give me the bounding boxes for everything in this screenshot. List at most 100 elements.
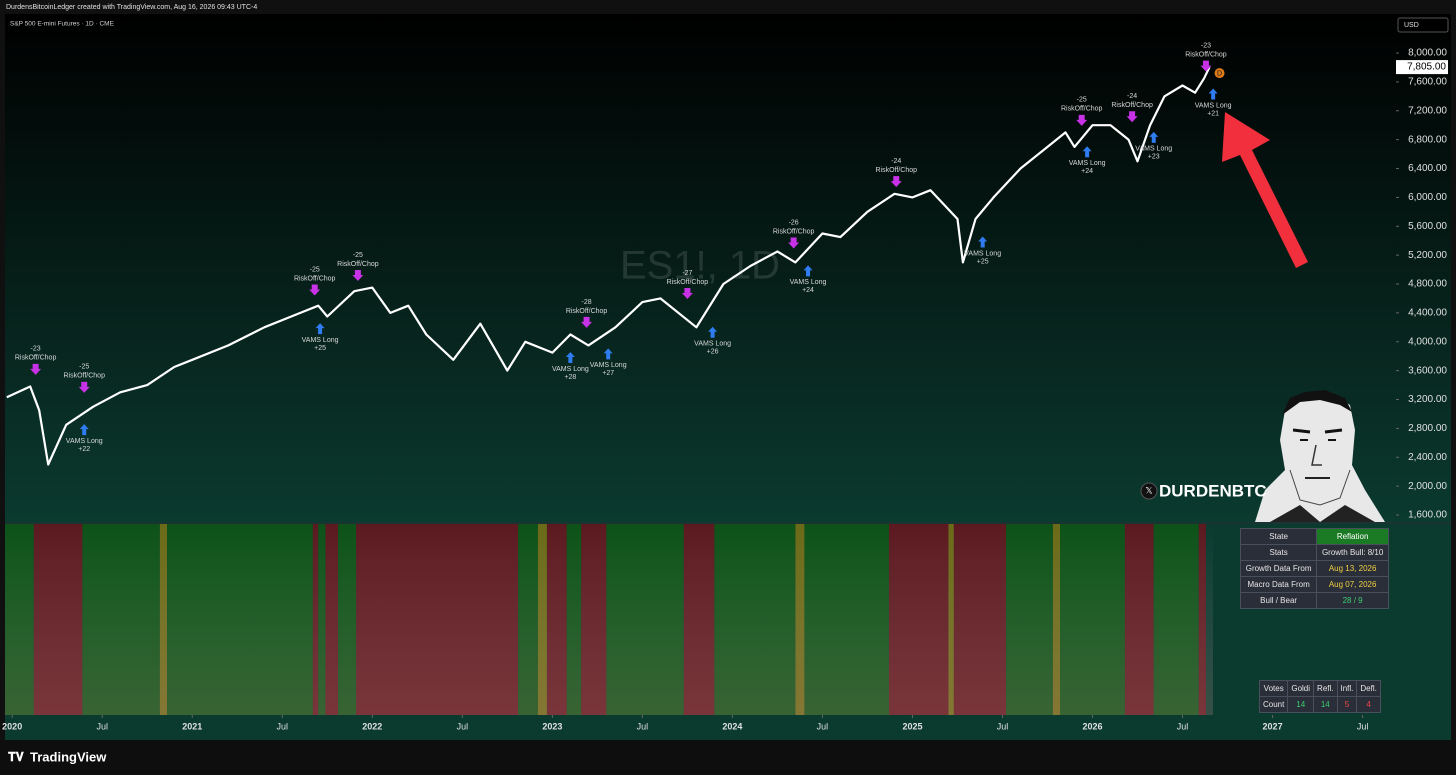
signal-label: RiskOff/Chop — [15, 355, 57, 362]
signal-score: +24 — [1081, 168, 1093, 175]
table-cell: Aug 07, 2026 — [1316, 576, 1389, 593]
signal-label: RiskOff/Chop — [1111, 102, 1153, 109]
signal-label: RiskOff/Chop — [294, 275, 336, 282]
table-cell: 4 — [1356, 696, 1381, 713]
riskoff-arrow — [78, 381, 90, 393]
y-tick-label: 6,400.00 — [1408, 163, 1447, 174]
y-tick-label: 1,600.00 — [1408, 510, 1447, 521]
signal-label: VAMS Long — [590, 362, 627, 369]
signal-score: -25 — [1077, 97, 1087, 104]
signal-label: VAMS Long — [302, 337, 339, 344]
header: DurdensBitcoinLedger created with Tradin… — [6, 4, 257, 11]
signal-score: +28 — [564, 374, 576, 381]
x-logo-glyph: 𝕏 — [1145, 485, 1152, 495]
x-tick-label: 2025 — [902, 721, 922, 731]
table-cell: Defl. — [1356, 680, 1381, 697]
table-cell: Bull / Bear — [1239, 592, 1318, 609]
x-tick-label: Jul — [96, 721, 108, 731]
table-row: Count 14 14 5 4 — [1258, 696, 1381, 713]
signal-score: +21 — [1207, 110, 1219, 117]
signal-score: -24 — [891, 158, 901, 165]
table-cell: Reflation — [1316, 528, 1389, 545]
y-tick-label: 4,400.00 — [1408, 308, 1447, 319]
table-row: Votes Goldi Refl. Infl. Defl. — [1258, 680, 1381, 697]
long-arrow — [603, 348, 613, 360]
long-arrow — [803, 265, 813, 277]
y-tick-label: 7,600.00 — [1408, 77, 1447, 88]
last-price-label: 7,805.00 — [1407, 62, 1446, 73]
table-cell: 28 / 9 — [1316, 592, 1389, 609]
y-tick-label: 7,200.00 — [1408, 105, 1447, 116]
table-cell: Goldi — [1287, 680, 1315, 697]
x-tick-label: 2023 — [542, 721, 562, 731]
riskoff-arrow — [681, 288, 693, 300]
signal-score: -26 — [789, 219, 799, 226]
table-row: State Reflation — [1239, 528, 1389, 545]
x-logo — [1140, 482, 1158, 500]
brand-logo: 𝐓𝐕 — [8, 750, 25, 764]
y-tick-label: 2,000.00 — [1408, 481, 1447, 492]
table-cell: Macro Data From — [1239, 576, 1318, 593]
table-cell: Count — [1258, 696, 1289, 713]
x-tick-label: 2022 — [362, 721, 382, 731]
footer — [0, 740, 1456, 775]
signal-label: RiskOff/Chop — [1061, 106, 1103, 113]
x-tick-label: 2021 — [182, 721, 202, 731]
signal-score: -27 — [682, 270, 692, 277]
signal-label: VAMS Long — [790, 279, 827, 286]
riskoff-arrow — [788, 237, 800, 249]
table-cell: State — [1239, 528, 1318, 545]
long-arrow — [978, 236, 988, 248]
signal-label: RiskOff/Chop — [566, 308, 608, 315]
y-tick-label: 3,200.00 — [1408, 394, 1447, 405]
x-tick-label: 2026 — [1082, 721, 1102, 731]
signal-score: +24 — [802, 287, 814, 294]
x-tick-label: Jul — [277, 721, 289, 731]
table-cell: 14 — [1313, 696, 1338, 713]
signal-score: -25 — [79, 364, 89, 371]
x-axis-bar — [5, 715, 1451, 740]
riskoff-arrow — [30, 363, 42, 375]
table-row: Stats Growth Bull: 8/10 — [1239, 544, 1389, 561]
table-cell: Stats — [1239, 544, 1318, 561]
x-tick-label: Jul — [457, 721, 469, 731]
currency: USD — [1404, 22, 1419, 29]
signal-score: +25 — [314, 345, 326, 352]
votes-table: Votes Goldi Refl. Infl. Defl. Count 14 14 5 4 — [1258, 680, 1381, 713]
y-tick-label: 4,800.00 — [1408, 279, 1447, 290]
signal-score: -25 — [353, 252, 363, 259]
y-tick-label: 5,600.00 — [1408, 221, 1447, 232]
riskoff-arrow — [352, 270, 364, 282]
price-pane — [5, 14, 1451, 523]
signal-label: RiskOff/Chop — [337, 261, 379, 268]
signal-score: +22 — [78, 446, 90, 453]
x-tick-label: Jul — [1177, 721, 1189, 731]
signal-label: RiskOff/Chop — [1185, 52, 1227, 59]
watermark: ES1!, 1D — [620, 244, 780, 288]
signal-score: -24 — [1127, 93, 1137, 100]
riskoff-arrow — [1126, 111, 1138, 123]
table-cell: 14 — [1287, 696, 1315, 713]
y-tick-label: 4,000.00 — [1408, 336, 1447, 347]
long-arrow — [79, 424, 89, 436]
table-cell: Growth Bull: 8/10 — [1316, 544, 1389, 561]
riskoff-arrow — [1076, 114, 1088, 126]
riskoff-arrow — [890, 176, 902, 188]
signal-label: RiskOff/Chop — [876, 167, 918, 174]
x-tick-label: Jul — [637, 721, 649, 731]
x-tick-label: Jul — [817, 721, 829, 731]
y-tick-label: 5,200.00 — [1408, 250, 1447, 261]
riskoff-arrow — [581, 316, 593, 328]
signal-score: -25 — [310, 266, 320, 273]
long-arrow — [708, 326, 718, 338]
table-row: Growth Data From Aug 13, 2026 — [1239, 560, 1389, 577]
last-price-box — [1396, 60, 1448, 75]
price-badge — [1214, 68, 1225, 79]
plot: 1,600.00 2,000.00 2,400.00 2,800.00 3,200.00… — [2, 43, 1448, 731]
x-tick-label: 2020 — [2, 721, 22, 731]
long-arrow — [315, 323, 325, 335]
table-cell: Growth Data From — [1239, 560, 1318, 577]
handle: DURDENBTC — [1159, 481, 1267, 500]
